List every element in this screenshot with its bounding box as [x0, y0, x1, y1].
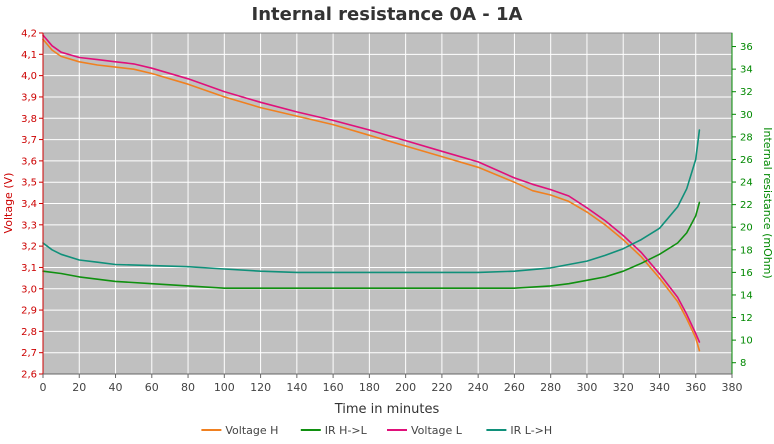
x-tick-label: 40 — [109, 381, 123, 394]
y-left-tick-label: 3,7 — [21, 135, 37, 146]
legend-label-ir-h-l: IR H->L — [325, 424, 368, 437]
x-tick-label: 320 — [613, 381, 634, 394]
series-line-ir-l-h — [42, 129, 701, 274]
y-left-tick-label: 2,7 — [21, 348, 37, 359]
y-right-tick-label: 24 — [740, 178, 753, 189]
left-axis-ticks: 2,6 2,7 2,8 2,9 3,0 3,1 3,2 3,3 3,4 3,5 3,6 3,7 3,8 3… — [21, 29, 43, 381]
y-right-tick-label: 30 — [740, 110, 753, 121]
y-right-tick-label: 12 — [740, 313, 753, 324]
series-line-ir-h-l — [42, 201, 701, 290]
x-tick-label: 260 — [504, 381, 525, 394]
y-left-tick-label: 2,9 — [21, 306, 37, 317]
y-left-tick-label: 2,6 — [21, 370, 37, 381]
x-tick-label: 140 — [286, 381, 307, 394]
x-tick-label: 300 — [576, 381, 597, 394]
y-left-tick-label: 3,3 — [21, 220, 37, 231]
x-tick-label: 60 — [145, 381, 159, 394]
y-left-tick-label: 4,1 — [21, 50, 37, 61]
x-tick-label: 360 — [685, 381, 706, 394]
x-tick-label: 160 — [323, 381, 344, 394]
x-axis-label: Time in minutes — [334, 402, 440, 417]
x-tick-label: 340 — [649, 381, 670, 394]
x-tick-label: 120 — [250, 381, 271, 394]
chart-title: Internal resistance 0A - 1A — [252, 4, 523, 25]
series-line-voltage-l — [42, 34, 701, 343]
y-right-tick-label: 26 — [740, 155, 753, 166]
y-left-tick-label: 3,1 — [21, 263, 37, 274]
y-left-tick-label: 4,0 — [21, 71, 37, 82]
legend-label-ir-l-h: IR L->H — [510, 424, 552, 437]
right-axis-ticks: 8 10 12 14 16 18 20 22 24 26 28 30 32 34 36 — [732, 42, 753, 369]
y-left-tick-label: 3,6 — [21, 156, 37, 167]
x-tick-label: 200 — [395, 381, 416, 394]
y-right-tick-label: 14 — [740, 290, 753, 301]
legend: Voltage H IR H->L Voltage L IR L->H — [201, 424, 552, 437]
x-tick-label: 280 — [540, 381, 561, 394]
x-tick-label: 80 — [181, 381, 195, 394]
y-right-tick-label: 32 — [740, 87, 753, 98]
x-tick-label: 100 — [214, 381, 235, 394]
x-tick-label: 180 — [359, 381, 380, 394]
legend-label-voltage-h: Voltage H — [225, 424, 278, 437]
y-right-tick-label: 20 — [740, 223, 753, 234]
y-axis-label-right: Internal resistance (mOhm) — [761, 127, 774, 278]
x-tick-label: 220 — [431, 381, 452, 394]
x-tick-label: 20 — [72, 381, 86, 394]
y-right-tick-label: 10 — [740, 336, 753, 347]
y-left-tick-label: 3,2 — [21, 242, 37, 253]
y-right-tick-label: 36 — [740, 42, 753, 53]
y-left-tick-label: 4,2 — [21, 29, 37, 40]
y-right-tick-label: 34 — [740, 65, 753, 76]
y-right-tick-label: 16 — [740, 268, 753, 279]
y-right-tick-label: 8 — [740, 358, 746, 369]
y-right-tick-label: 22 — [740, 200, 753, 211]
series-line-voltage-h — [42, 38, 701, 352]
y-left-tick-label: 3,0 — [21, 284, 37, 295]
x-axis-ticks: 0 20 40 60 80 100 120 140 160 180 200 220 240 260 280 3… — [40, 374, 743, 394]
x-tick-label: 0 — [40, 381, 47, 394]
y-axis-label-left: Voltage (V) — [2, 173, 15, 234]
y-right-tick-label: 18 — [740, 245, 753, 256]
y-left-tick-label: 3,9 — [21, 92, 37, 103]
y-left-tick-label: 3,5 — [21, 178, 37, 189]
y-left-tick-label: 3,8 — [21, 114, 37, 125]
x-tick-label: 240 — [468, 381, 489, 394]
y-left-tick-label: 3,4 — [21, 199, 37, 210]
y-left-tick-label: 2,8 — [21, 327, 37, 338]
series-layer — [42, 34, 701, 352]
legend-label-voltage-l: Voltage L — [411, 424, 463, 437]
x-tick-label: 380 — [722, 381, 743, 394]
y-right-tick-label: 28 — [740, 132, 753, 143]
